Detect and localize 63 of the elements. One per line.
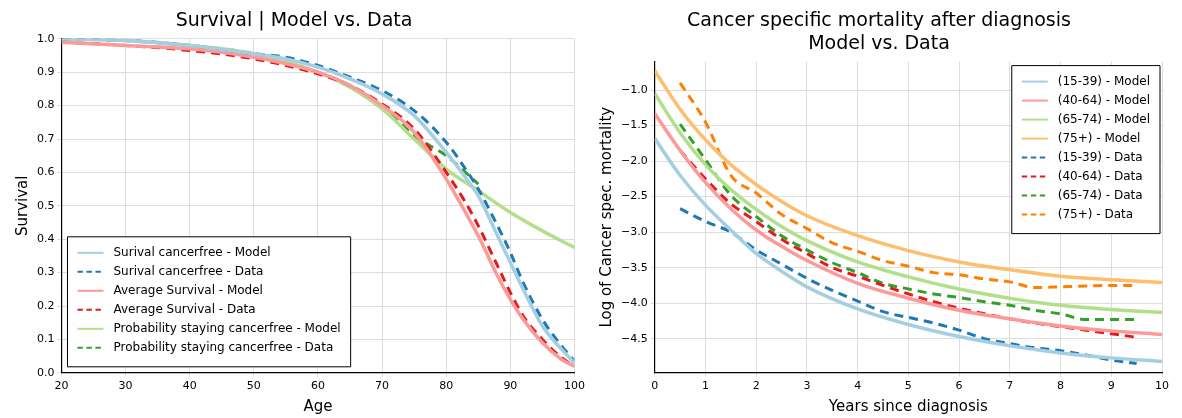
y-tick-label: −4.0 <box>620 296 648 310</box>
x-axis-title: Age <box>303 396 333 415</box>
y-tick-label: 0.5 <box>36 198 55 212</box>
legend-label: (75+) - Data <box>1057 206 1134 221</box>
legend-label: Average Survival - Data <box>113 301 256 316</box>
legend-label: Probability staying cancerfree - Data <box>113 339 334 354</box>
y-tick-label: 0.8 <box>36 98 55 112</box>
x-tick-label: 7 <box>1006 379 1014 393</box>
line-series <box>678 207 1139 366</box>
x-tick-label: 30 <box>118 379 133 393</box>
x-tick-label: 70 <box>375 379 390 393</box>
legend-label: (75+) - Model <box>1057 130 1141 145</box>
y-tick-label: 0.3 <box>36 265 55 279</box>
y-tick-label: 0.1 <box>36 332 55 346</box>
x-tick-label: 0 <box>651 379 659 393</box>
x-tick-label: 8 <box>1057 379 1065 393</box>
x-tick-label: 1 <box>701 379 709 393</box>
x-tick-label: 90 <box>503 379 518 393</box>
y-tick-label: 0.2 <box>36 298 55 312</box>
line-series <box>654 91 1162 315</box>
y-tick-label: 0.6 <box>36 165 55 179</box>
x-tick-label: 100 <box>564 379 585 393</box>
x-tick-label: 9 <box>1107 379 1115 393</box>
legend-label: Probability staying cancerfree - Model <box>113 320 341 335</box>
x-tick-label: 50 <box>246 379 261 393</box>
legend-label: Surival cancerfree - Model <box>113 244 271 259</box>
legend-label: Surival cancerfree - Data <box>113 263 264 278</box>
x-tick-label: 3 <box>803 379 811 393</box>
line-series <box>654 69 1162 285</box>
y-tick-label: −1.0 <box>620 82 648 96</box>
x-tick-label: 10 <box>1155 379 1169 393</box>
y-tick-label: −3.0 <box>620 224 648 238</box>
y-tick-label: −3.5 <box>620 260 648 274</box>
y-tick-label: −2.5 <box>620 189 648 203</box>
chart-title: Cancer specific mortality after diagnosis Model vs. Data <box>687 8 1071 54</box>
x-axis-title: Years since diagnosis <box>827 396 989 415</box>
y-tick-label: 0.4 <box>36 232 55 246</box>
legend-label: (40-64) - Model <box>1057 92 1151 107</box>
x-tick-label: 60 <box>311 379 325 393</box>
y-axis-title: Log of Cancer spec. mortality <box>596 106 615 328</box>
y-tick-label: −1.5 <box>620 118 648 132</box>
legend-label: (65-74) - Data <box>1057 187 1143 202</box>
y-tick-label: −2.0 <box>620 153 648 167</box>
y-tick-label: 0.7 <box>36 131 55 145</box>
legend-label: (65-74) - Model <box>1057 111 1151 126</box>
y-tick-label: 0.9 <box>36 65 55 79</box>
x-tick-label: 2 <box>752 379 760 393</box>
y-tick-label: −4.5 <box>620 331 648 345</box>
y-axis-title: Survival <box>12 175 31 237</box>
y-tick-label: 0.0 <box>36 365 55 379</box>
legend-label: (15-39) - Data <box>1057 149 1143 164</box>
legend-label: Average Survival - Model <box>113 282 263 297</box>
legend-label: (40-64) - Data <box>1057 168 1143 183</box>
x-tick-label: 80 <box>439 379 454 393</box>
y-tick-label: 1.0 <box>36 31 55 45</box>
line-series <box>654 111 1162 337</box>
x-tick-label: 5 <box>904 379 912 393</box>
x-tick-label: 40 <box>182 379 197 393</box>
chart-title: Survival | Model vs. Data <box>175 8 413 32</box>
x-tick-label: 6 <box>955 379 963 393</box>
legend-label: (15-39) - Model <box>1057 73 1151 88</box>
x-tick-label: 20 <box>54 379 69 393</box>
x-tick-label: 4 <box>854 379 862 393</box>
